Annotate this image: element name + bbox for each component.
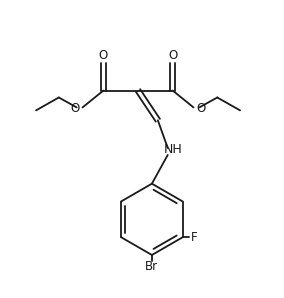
Text: O: O bbox=[197, 102, 206, 115]
Text: O: O bbox=[168, 49, 177, 62]
Text: NH: NH bbox=[163, 144, 182, 156]
Text: Br: Br bbox=[145, 260, 158, 273]
Text: O: O bbox=[70, 102, 79, 115]
Text: F: F bbox=[191, 231, 198, 244]
Text: O: O bbox=[99, 49, 108, 62]
